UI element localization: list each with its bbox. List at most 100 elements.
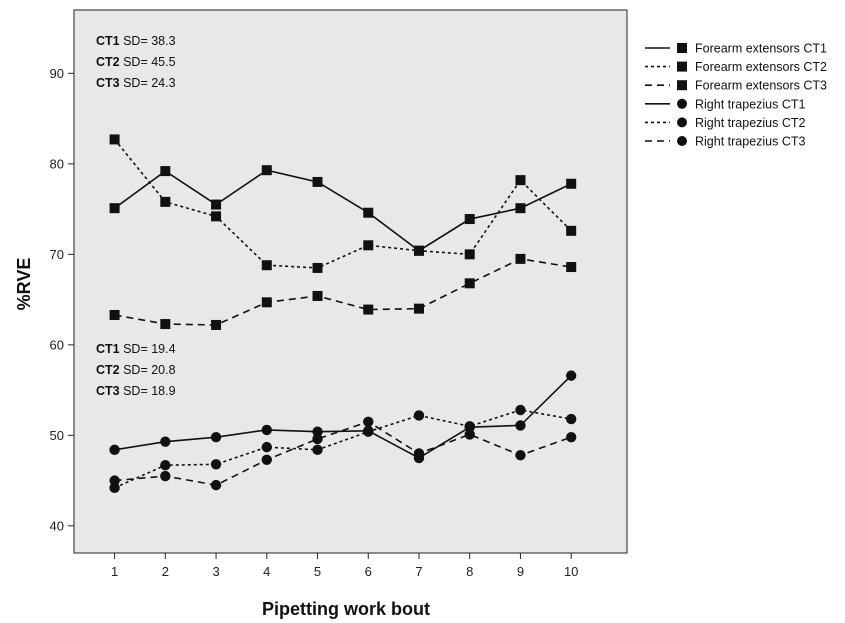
data-point-square [109,203,120,214]
data-point-circle [413,448,425,459]
sd-annotation-value: SD= 45.5 [120,55,176,69]
data-point-circle [109,444,120,456]
legend-circle-marker [677,98,687,109]
x-axis-title: Pipetting work bout [262,599,430,619]
legend-label: Forearm extensors CT3 [695,79,827,93]
x-tick-label: 1 [111,564,118,579]
data-point-circle [464,421,475,432]
series-line [114,169,572,252]
legend-square-marker [677,61,687,72]
sd-annotation-value: SD= 24.3 [120,76,176,90]
x-tick-label: 4 [263,564,270,579]
data-point-square [363,207,374,218]
legend-circle-marker [677,117,687,128]
data-point-square [312,176,323,187]
series-line [114,258,572,326]
data-point-circle [363,426,374,437]
data-point-circle [312,433,323,445]
sd-annotation-label: CT1 [96,342,120,356]
legend-item: Right trapezius CT1 [645,97,806,111]
legend: Forearm extensors CT1 Forearm extensors C… [645,42,827,149]
legend-square-marker [677,43,687,53]
legend-label: Right trapezius CT3 [695,135,806,149]
data-point-square [261,165,272,176]
y-tick-label: 90 [50,66,64,81]
legend-label: Forearm extensors CT1 [695,42,827,56]
series-line [113,138,572,269]
data-point-square [363,240,374,251]
x-tick-label: 8 [466,564,473,579]
y-tick-label: 50 [50,428,64,443]
data-point-circle [363,416,374,427]
y-tick-label: 70 [50,247,64,262]
series-right-trapezius-ct3 [109,416,577,491]
series-forearm-extensors-ct3 [109,253,577,330]
data-point-circle [515,450,526,461]
data-point-circle [515,404,526,416]
series-forearm-extensors-ct1 [109,165,577,256]
axes: 40 50 60 70 80 90 1 2 3 4 5 6 7 8 9 10 [50,66,579,579]
sd-annotation-label: CT2 [96,363,120,377]
data-point-circle [109,475,120,486]
data-point-square [261,260,272,271]
x-tick-label: 5 [314,564,321,579]
data-point-circle [210,459,222,470]
sd-annotation-value: SD= 38.3 [120,34,176,48]
data-point-circle [565,413,577,425]
sd-annotation-label: CT3 [96,76,120,90]
data-point-circle [565,431,577,443]
legend-item: Right trapezius CT3 [645,135,806,149]
data-point-circle [261,454,272,465]
data-point-circle [312,426,323,437]
sd-annotation: CT1 SD= 38.3 [96,34,176,48]
series-right-trapezius-ct2 [109,404,577,494]
legend-item: Forearm extensors CT1 [645,42,827,56]
data-point-circle [261,424,272,436]
data-point-circle [464,429,475,440]
data-point-square [464,214,475,225]
data-point-square [464,249,475,260]
plot-area [73,9,628,554]
data-point-square [363,304,374,315]
x-tick-label: 2 [162,564,169,579]
y-tick-label: 80 [50,156,64,171]
series-layer [109,134,577,494]
data-point-circle [515,420,526,431]
data-point-square [515,203,526,214]
data-point-circle [160,460,171,471]
data-point-square [312,290,323,301]
sd-annotation: CT2 SD= 20.8 [96,363,176,377]
series-line [114,409,572,489]
data-point-square [211,211,222,222]
x-tick-label: 7 [415,564,422,579]
sd-annotation-value: SD= 19.4 [120,342,176,356]
y-tick-label: 60 [50,337,64,352]
data-point-square [160,319,171,330]
sd-annotation-label: CT1 [96,34,120,48]
x-tick-label: 6 [365,564,372,579]
data-point-square [211,319,222,330]
data-point-circle [210,431,222,443]
sd-annotation-value: SD= 20.8 [120,363,176,377]
sd-annotation: CT1 SD= 19.4 [96,342,176,356]
x-tick-label: 9 [517,564,524,579]
sd-annotation-label: CT2 [96,55,120,69]
y-tick-label: 40 [50,518,64,533]
sd-annotation-value: SD= 18.9 [120,384,176,398]
legend-circle-marker [677,136,687,146]
legend-label: Forearm extensors CT2 [695,60,827,74]
legend-item: Forearm extensors CT3 [645,79,827,93]
data-point-square [160,196,171,207]
data-point-square [464,278,475,289]
data-point-square [211,199,222,210]
y-axis-title: %RVE [14,258,34,311]
data-point-circle [413,410,425,421]
data-point-square [566,262,577,273]
legend-label: Right trapezius CT1 [695,97,806,111]
data-point-circle [160,470,171,482]
legend-item: Right trapezius CT2 [645,116,806,130]
legend-square-marker [677,80,687,91]
